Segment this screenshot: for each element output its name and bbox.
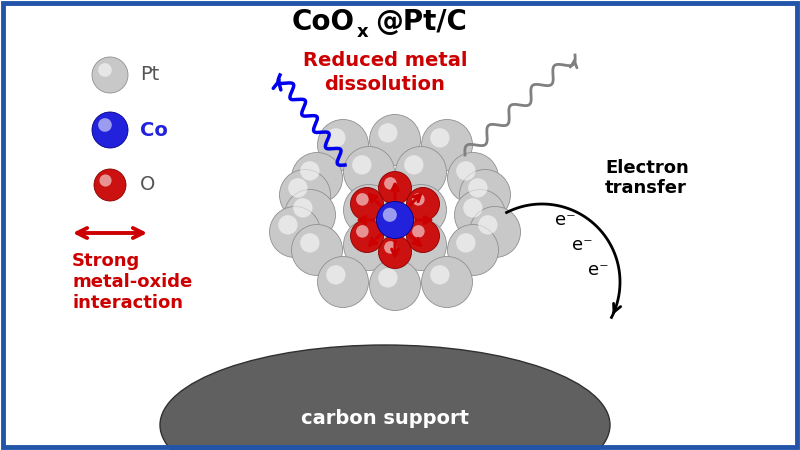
Circle shape — [456, 233, 475, 252]
Circle shape — [352, 228, 371, 248]
Text: Co: Co — [140, 121, 168, 140]
Circle shape — [478, 215, 498, 234]
Circle shape — [318, 256, 369, 307]
Circle shape — [459, 170, 510, 220]
Circle shape — [430, 128, 450, 148]
Text: e⁻: e⁻ — [588, 261, 609, 279]
Circle shape — [378, 171, 411, 204]
Circle shape — [356, 193, 369, 206]
Text: CoO: CoO — [292, 8, 355, 36]
Text: Reduced metal: Reduced metal — [302, 50, 467, 69]
Circle shape — [468, 178, 487, 198]
Text: Strong
metal-oxide
interaction: Strong metal-oxide interaction — [72, 252, 192, 311]
Circle shape — [293, 198, 313, 217]
Circle shape — [412, 193, 425, 206]
Circle shape — [300, 161, 319, 180]
Circle shape — [422, 256, 473, 307]
Circle shape — [370, 114, 421, 166]
Circle shape — [377, 202, 414, 238]
Text: e⁻: e⁻ — [555, 211, 576, 229]
Circle shape — [454, 189, 506, 240]
Circle shape — [343, 147, 394, 198]
Ellipse shape — [160, 345, 610, 450]
Circle shape — [422, 120, 473, 171]
Circle shape — [343, 184, 394, 235]
Circle shape — [99, 175, 112, 187]
Circle shape — [430, 265, 450, 284]
Circle shape — [395, 220, 446, 270]
Text: x: x — [357, 23, 369, 41]
Circle shape — [395, 184, 446, 235]
Circle shape — [278, 215, 298, 234]
Circle shape — [378, 123, 398, 143]
Circle shape — [370, 260, 421, 310]
Circle shape — [300, 233, 319, 252]
Circle shape — [406, 220, 439, 252]
Circle shape — [343, 220, 394, 270]
Circle shape — [384, 241, 397, 254]
Circle shape — [350, 220, 383, 252]
Circle shape — [279, 170, 330, 220]
Text: Pt: Pt — [140, 66, 159, 85]
Circle shape — [326, 265, 346, 284]
Circle shape — [291, 225, 342, 275]
Circle shape — [98, 118, 112, 132]
Text: Electron
transfer: Electron transfer — [605, 158, 689, 198]
Circle shape — [406, 188, 439, 220]
Circle shape — [326, 128, 346, 148]
Circle shape — [395, 147, 446, 198]
Circle shape — [94, 169, 126, 201]
Circle shape — [285, 189, 335, 240]
Circle shape — [456, 161, 475, 180]
Circle shape — [382, 208, 397, 222]
Circle shape — [352, 155, 371, 175]
Circle shape — [92, 57, 128, 93]
Circle shape — [470, 207, 521, 257]
Circle shape — [447, 153, 498, 203]
Text: @Pt/C: @Pt/C — [375, 8, 467, 36]
Circle shape — [378, 268, 398, 288]
Circle shape — [98, 63, 112, 77]
Circle shape — [270, 207, 321, 257]
Circle shape — [404, 155, 423, 175]
Text: e⁻: e⁻ — [572, 236, 593, 254]
Circle shape — [356, 225, 369, 238]
Circle shape — [318, 120, 369, 171]
Text: carbon support: carbon support — [301, 409, 469, 428]
Circle shape — [404, 228, 423, 248]
Circle shape — [352, 193, 371, 212]
Circle shape — [384, 177, 397, 189]
Circle shape — [463, 198, 482, 217]
Text: O: O — [140, 176, 155, 194]
Circle shape — [447, 225, 498, 275]
Circle shape — [92, 112, 128, 148]
Circle shape — [404, 193, 423, 212]
Circle shape — [291, 153, 342, 203]
Circle shape — [378, 235, 411, 269]
Text: dissolution: dissolution — [325, 76, 446, 94]
Circle shape — [350, 188, 383, 220]
Circle shape — [288, 178, 307, 198]
Circle shape — [412, 225, 425, 238]
